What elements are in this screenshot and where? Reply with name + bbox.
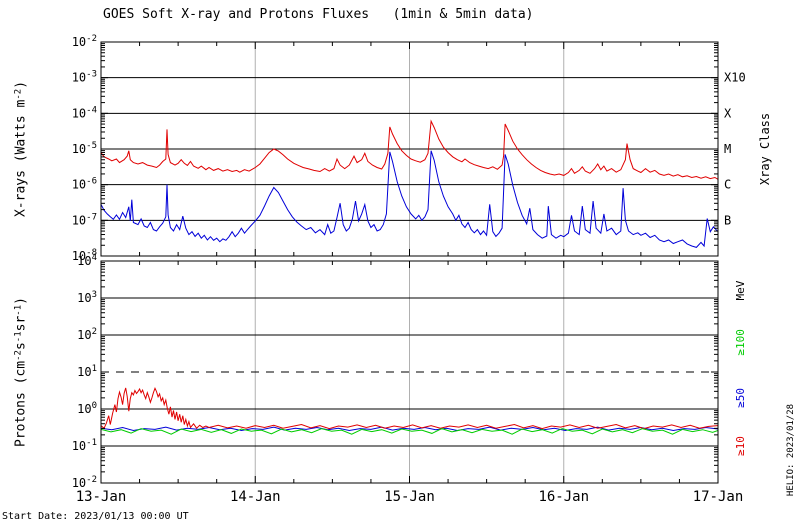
proton-threshold-label-ge10: ≥10 (734, 436, 747, 456)
x-tick-label-13-Jan: 13-Jan (76, 489, 127, 505)
y-tick-label: 104 (77, 253, 97, 268)
xray-class-label-C: C (724, 178, 731, 192)
x-tick-label-16-Jan: 16-Jan (538, 489, 589, 505)
start-date-label: Start Date: 2023/01/13 00:00 UT (2, 511, 189, 522)
y-tick-label: 103 (77, 290, 97, 305)
x-tick-label-15-Jan: 15-Jan (384, 489, 435, 505)
panel-xray: 10-2 10-3 10-4 10-5 10-6 10-7 10-8 X10 X M C B Xray … (72, 34, 772, 263)
y-tick-label: 10-8 (72, 248, 97, 263)
helio-stamp: HELIO: 2023/01/28 (786, 403, 796, 497)
xray-class-axis-title: Xray Class (758, 113, 772, 185)
y-tick-label: 102 (77, 327, 97, 342)
y-tick-label: 101 (77, 364, 97, 379)
y-tick-label: 10-3 (72, 70, 97, 85)
y-tick-label: 10-6 (72, 177, 97, 192)
mev-axis-title: MeV (734, 280, 747, 300)
xray-class-label-B: B (724, 213, 731, 227)
y-tick-label: 10-4 (72, 105, 97, 120)
xray-y-axis-title: X-rays (Watts m-2) (13, 80, 29, 218)
x-tick-label-14-Jan: 14-Jan (230, 489, 281, 505)
y-tick-label: 10-2 (72, 475, 97, 490)
y-tick-label: 10-5 (72, 141, 97, 156)
panel-protons: 104 103 102 101 100 10-1 10-2 MeV ≥100 ≥50 ≥10 (72, 253, 747, 490)
y-tick-label: 10-2 (72, 34, 97, 49)
y-tick-label: 10-1 (72, 438, 97, 453)
series-proton-ge10-line (101, 386, 718, 430)
xray-class-label-M: M (724, 142, 731, 156)
xray-class-label-X10: X10 (724, 71, 746, 85)
proton-y-axis-title: Protons (cm-2s-1sr-1) (13, 297, 29, 447)
chart-title: GOES Soft X-ray and Protons Fluxes (1min… (103, 7, 534, 22)
proton-threshold-label-ge100: ≥100 (734, 329, 747, 356)
x-tick-label-17-Jan: 17-Jan (693, 489, 744, 505)
y-tick-label: 100 (77, 401, 97, 416)
series-proton-ge50-line (101, 426, 718, 432)
proton-threshold-label-ge50: ≥50 (734, 388, 747, 408)
xray-class-label-X: X (724, 106, 732, 120)
y-tick-label: 10-7 (72, 212, 97, 227)
series-xray-long-line (101, 119, 718, 180)
series-proton-ge100-line (101, 428, 718, 435)
series-xray-short-line (101, 150, 718, 248)
